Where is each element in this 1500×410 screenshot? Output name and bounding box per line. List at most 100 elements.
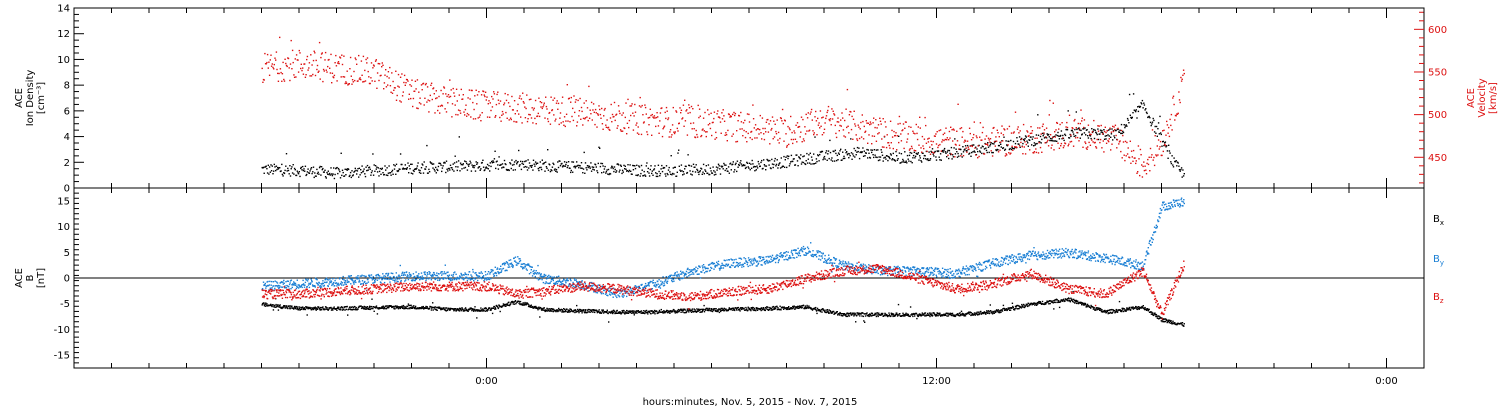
data-point <box>362 306 364 309</box>
data-point <box>931 313 933 315</box>
data-point <box>676 127 678 130</box>
data-point <box>566 84 568 86</box>
data-point <box>1126 307 1129 309</box>
data-point <box>676 311 678 314</box>
data-point <box>513 100 516 102</box>
data-point <box>270 54 272 56</box>
data-point <box>780 117 782 120</box>
data-point <box>810 163 812 165</box>
data-point <box>679 169 681 171</box>
data-point <box>322 68 325 71</box>
data-point <box>528 304 530 306</box>
data-point <box>474 164 476 167</box>
data-point <box>371 170 373 172</box>
top-x-ticks <box>73 8 1425 188</box>
data-point <box>815 309 817 311</box>
data-point <box>696 133 698 136</box>
data-point <box>709 167 712 169</box>
data-point <box>625 168 627 170</box>
data-point <box>981 131 984 134</box>
data-point <box>565 120 567 122</box>
data-point <box>690 309 692 311</box>
data-point <box>373 164 375 166</box>
data-point <box>891 314 893 316</box>
data-point <box>600 312 603 314</box>
data-point <box>715 131 717 134</box>
data-point <box>701 173 703 175</box>
data-point <box>1108 135 1110 137</box>
data-point <box>1110 133 1113 135</box>
data-point <box>986 312 989 314</box>
data-point <box>746 308 748 310</box>
data-point <box>695 311 698 313</box>
data-point <box>497 168 500 170</box>
data-point <box>272 173 274 175</box>
data-point <box>476 162 479 164</box>
data-point <box>1056 122 1059 124</box>
data-point <box>880 149 882 151</box>
data-point <box>554 168 556 170</box>
data-point <box>673 311 676 313</box>
data-point <box>626 170 629 172</box>
data-point <box>344 168 346 170</box>
data-point <box>388 165 390 167</box>
data-point <box>936 131 938 133</box>
data-point <box>1108 138 1110 140</box>
data-point <box>522 160 524 163</box>
data-point <box>1000 143 1002 145</box>
data-point <box>1151 311 1153 314</box>
data-point <box>343 306 346 308</box>
data-point <box>387 307 390 309</box>
data-point <box>1168 150 1171 152</box>
data-point <box>667 118 669 121</box>
data-point <box>846 312 848 314</box>
data-point <box>628 170 630 173</box>
data-point <box>978 155 980 158</box>
data-point <box>995 311 997 313</box>
data-point <box>1054 136 1056 138</box>
data-point <box>354 79 356 82</box>
data-point <box>360 305 362 307</box>
data-point <box>635 310 638 312</box>
data-point <box>334 62 336 64</box>
data-point <box>666 311 669 314</box>
data-point <box>499 116 501 119</box>
data-point <box>856 139 859 142</box>
data-point <box>547 120 550 123</box>
data-point <box>592 166 595 168</box>
data-point <box>373 65 375 67</box>
data-point <box>484 91 487 93</box>
data-point <box>644 175 647 177</box>
data-point <box>741 128 743 130</box>
data-point <box>917 315 919 318</box>
data-point <box>840 125 842 127</box>
data-point <box>448 96 450 98</box>
data-point <box>1039 135 1042 138</box>
data-point <box>1149 117 1151 119</box>
data-point <box>339 170 341 173</box>
data-point <box>1137 106 1139 108</box>
data-point <box>423 308 425 310</box>
data-point <box>449 308 451 311</box>
data-point <box>325 306 327 308</box>
data-point <box>928 151 930 153</box>
data-point <box>1048 136 1050 138</box>
data-point <box>712 308 714 310</box>
data-point <box>385 169 387 171</box>
data-point <box>492 98 494 100</box>
data-point <box>381 167 383 169</box>
data-point <box>412 173 414 175</box>
data-point <box>828 312 830 314</box>
data-point <box>711 172 714 174</box>
data-point <box>912 154 915 157</box>
data-point <box>940 315 942 317</box>
data-point <box>1130 162 1132 164</box>
data-point <box>970 151 973 154</box>
data-point <box>875 140 878 142</box>
data-point <box>466 169 469 171</box>
data-point <box>431 307 433 309</box>
data-point <box>663 167 666 169</box>
data-point <box>1097 130 1100 132</box>
data-point <box>574 111 576 114</box>
